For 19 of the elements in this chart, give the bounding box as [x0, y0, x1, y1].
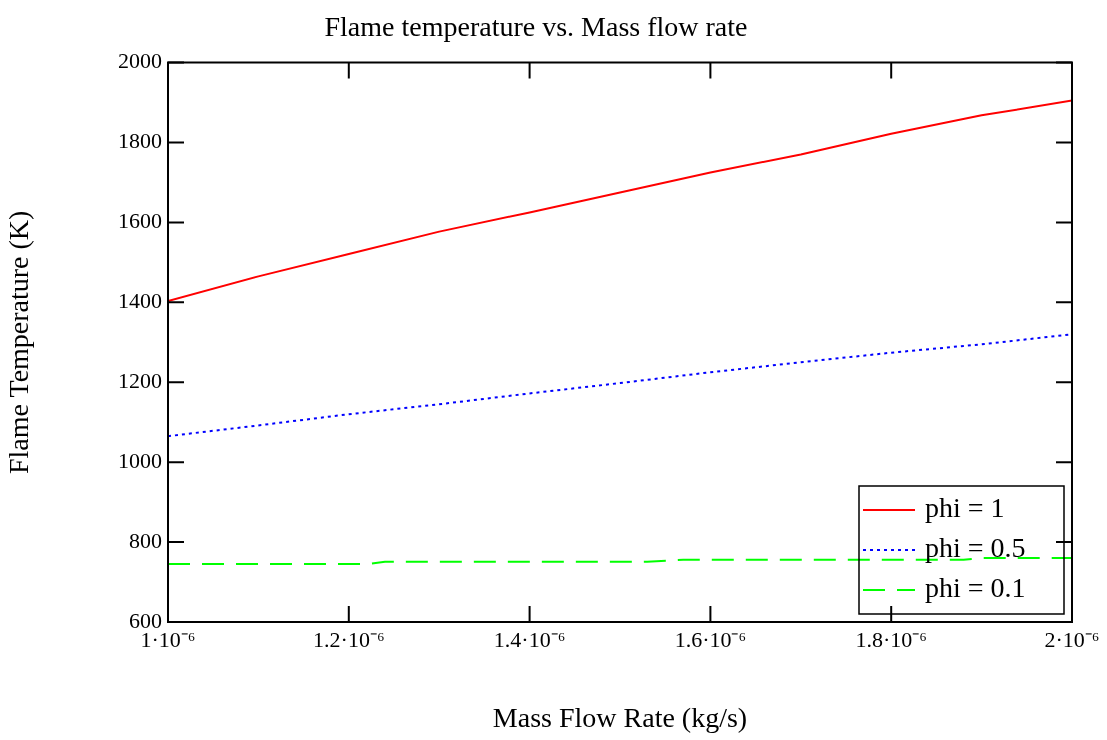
x-tick-label: 1.2·10⁻⁶ — [313, 626, 385, 652]
x-tick-label: 1.6·10⁻⁶ — [674, 626, 747, 652]
y-tick-label: 600 — [129, 607, 162, 633]
legend-label: phi = 0.5 — [925, 532, 1026, 564]
y-axis-title: Flame Temperature (K) — [3, 210, 35, 475]
y-tick-label: 1600 — [118, 208, 162, 234]
x-tick-label: 1.8·10⁻⁶ — [855, 626, 927, 652]
y-tick-label: 1800 — [118, 128, 162, 154]
y-tick-label: 1200 — [118, 368, 162, 394]
x-tick-label: 1.4·10⁻⁶ — [493, 626, 566, 652]
y-tick-label: 800 — [129, 527, 162, 553]
y-tick-label: 1400 — [118, 288, 162, 314]
legend-label: phi = 0.1 — [925, 572, 1026, 604]
x-tick-label: 2·10⁻⁶ — [1044, 626, 1100, 652]
y-tick-label: 2000 — [118, 48, 162, 74]
chart-title: Flame temperature vs. Mass flow rate — [324, 11, 748, 43]
y-tick-label: 1000 — [118, 447, 162, 473]
legend-label: phi = 1 — [925, 492, 1005, 524]
x-axis-title: Mass Flow Rate (kg/s) — [492, 701, 748, 733]
